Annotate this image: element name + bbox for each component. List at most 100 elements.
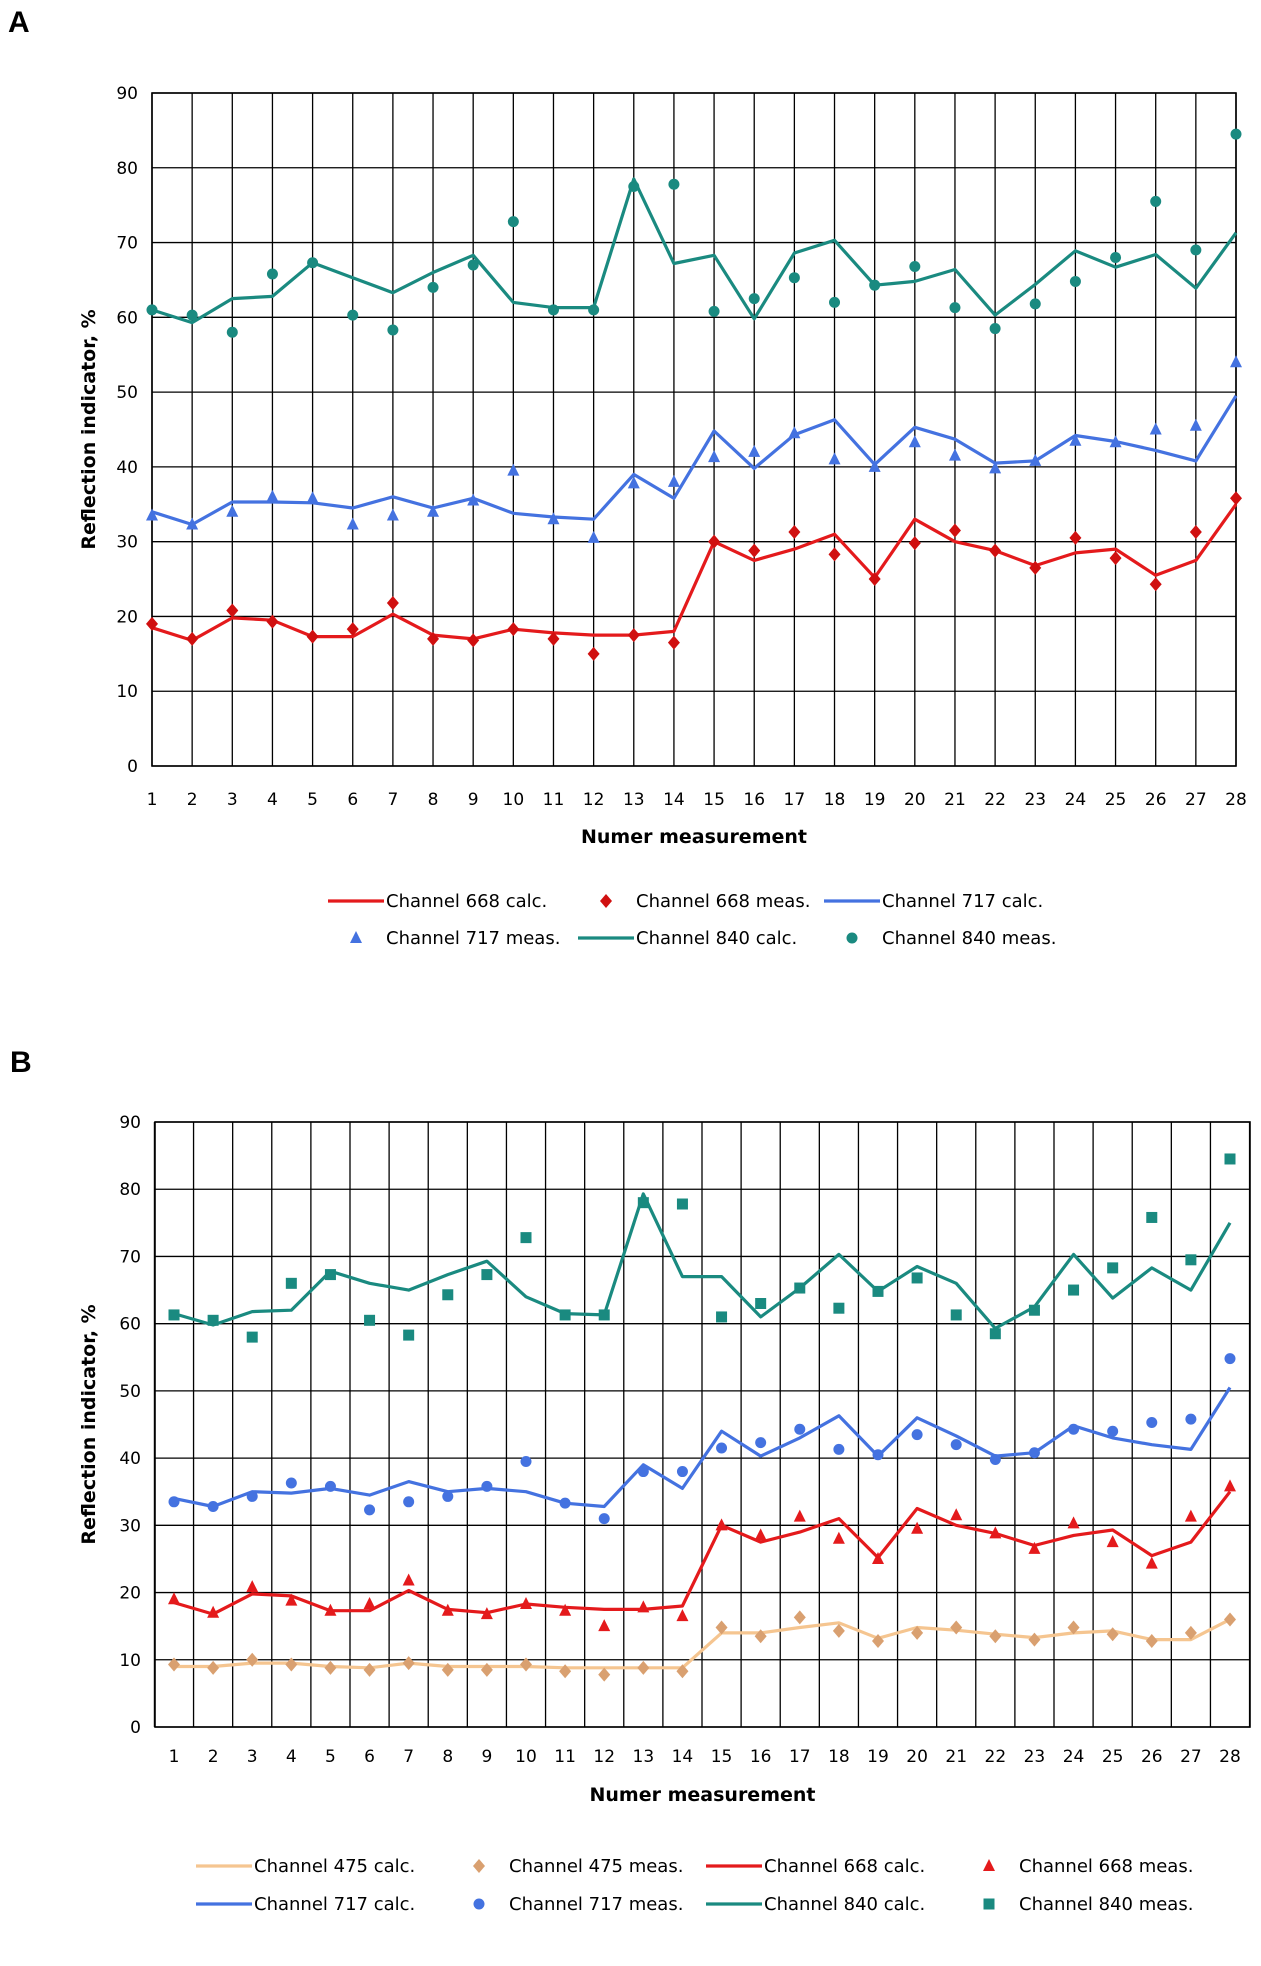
chart-a-legend-swatch-marker	[846, 932, 858, 944]
chart-b-series-3-point	[1106, 1535, 1119, 1548]
chart-a-series-1-point	[306, 629, 319, 644]
chart-a-series-3-point	[346, 517, 359, 530]
chart-b-series-5-point	[911, 1429, 923, 1441]
chart-b-series-3-point	[480, 1607, 493, 1620]
chart-b-series-1-point	[441, 1662, 454, 1677]
chart-b-xtick-label: 28	[1219, 1747, 1241, 1767]
chart-b-series-5-point	[285, 1477, 297, 1489]
chart-b-series-7-point	[1224, 1153, 1236, 1165]
chart-b-series-5-point	[598, 1513, 610, 1525]
chart-a-legend-item: Channel 840 meas.	[846, 928, 1056, 949]
chart-b-series-5-point	[794, 1423, 806, 1435]
chart-a-xtick-label: 21	[944, 790, 966, 810]
chart-b-series-7-point	[481, 1269, 493, 1281]
chart-b-ytick-label: 80	[119, 1180, 141, 1200]
chart-b-series-3-point	[676, 1609, 689, 1622]
chart-b-series-1-point	[207, 1660, 220, 1675]
chart-a-ytick-label: 60	[116, 308, 138, 328]
chart-b-series-7-point	[716, 1311, 728, 1323]
chart-a-series-1-point	[547, 631, 560, 646]
chart-b-legend-label: Channel 840 meas.	[1019, 1894, 1193, 1915]
chart-b-series-line-4	[173, 1386, 1232, 1509]
chart-a-series-3-point	[868, 459, 881, 472]
chart-b-series-1-point	[715, 1620, 728, 1635]
chart-a-legend-item: Channel 717 meas.	[350, 928, 560, 949]
chart-b-xtick-label: 26	[1141, 1747, 1163, 1767]
chart-b-series-3-point	[793, 1509, 806, 1522]
chart-a-series-5-point	[869, 279, 881, 291]
chart-a-legend-label: Channel 717 calc.	[882, 891, 1043, 912]
chart-a-series-3-point	[627, 476, 640, 489]
chart-a-xtick-label: 12	[583, 790, 605, 810]
chart-b-legend-label: Channel 717 meas.	[509, 1894, 683, 1915]
chart-b-series-7-point	[637, 1197, 649, 1209]
chart-b-xtick-label: 25	[1102, 1747, 1124, 1767]
chart-b-series-line-2	[173, 1490, 1232, 1616]
chart-a-xtick-label: 25	[1105, 790, 1127, 810]
chart-b-xtick-label: 3	[247, 1747, 258, 1767]
chart-a-series-5-point	[186, 309, 198, 321]
chart-a-x-axis-title: Numer measurement	[581, 826, 807, 848]
chart-b-series-3-point	[1067, 1516, 1080, 1529]
chart-a-xtick-label: 22	[984, 790, 1006, 810]
chart-a-series-1-point	[1149, 577, 1162, 592]
chart-a-series-1-point	[266, 614, 279, 629]
chart-a-series-1-point	[708, 534, 721, 549]
chart-a-series-1-point	[1069, 530, 1082, 545]
chart-b-series-7-point	[559, 1309, 571, 1321]
chart-a-xtick-label: 23	[1024, 790, 1046, 810]
chart-a-series-3-point	[507, 463, 520, 476]
chart-b-series-1-point	[950, 1620, 963, 1635]
chart-a-xtick-label: 17	[784, 790, 806, 810]
chart-b-series-7-point	[207, 1314, 219, 1326]
chart-a-series-1-point	[386, 595, 399, 610]
panel-label-b: B	[10, 1046, 32, 1079]
chart-b-legend-label: Channel 668 calc.	[764, 1856, 925, 1877]
chart-b-series-5-point	[207, 1501, 219, 1513]
chart-a-series-5-point	[307, 257, 319, 269]
chart-b-series-7-point	[1028, 1304, 1040, 1316]
chart-a-xtick-label: 6	[347, 790, 358, 810]
chart-b-xtick-label: 2	[208, 1747, 219, 1767]
chart-a-ytick-label: 70	[116, 234, 138, 254]
chart-a-legend-label: Channel 840 meas.	[882, 928, 1056, 949]
chart-a-series-5-point	[748, 293, 760, 305]
chart-b-series-1-point	[1028, 1632, 1041, 1647]
chart-b-legend-label: Channel 475 calc.	[254, 1856, 415, 1877]
chart-b-series-1-point	[676, 1664, 689, 1679]
chart-b-legend-item: Channel 840 meas.	[983, 1894, 1193, 1915]
chart-b-series-1-point	[637, 1660, 650, 1675]
chart-a-series-1-point	[467, 633, 480, 648]
chart-b-legend-swatch-marker	[983, 1898, 995, 1910]
chart-b-series-5-point	[950, 1439, 962, 1451]
chart-b-series-3-point	[168, 1592, 180, 1605]
chart-a-series-1-point	[788, 524, 801, 539]
chart-b-series-3-point	[363, 1596, 376, 1609]
chart-b-ytick-label: 60	[119, 1315, 141, 1335]
chart-a-series-3-point	[186, 517, 199, 530]
chart-a-series-5-point	[989, 323, 1001, 335]
chart-b-series-1-point	[1067, 1620, 1080, 1635]
chart-b-series-1-point	[793, 1610, 806, 1625]
chart-b-xtick-label: 9	[481, 1747, 492, 1767]
chart-a-series-5-point	[387, 324, 399, 336]
chart-a-series-5-point	[507, 216, 519, 228]
chart-b-xtick-label: 24	[1063, 1747, 1085, 1767]
chart-b-ytick-label: 50	[119, 1382, 141, 1402]
chart-a-series-3-point	[587, 530, 600, 543]
chart-a-legend-item: Channel 717 calc.	[824, 891, 1043, 912]
chart-b-legend-label: Channel 668 meas.	[1019, 1856, 1193, 1877]
chart-b-legend-item: Channel 668 calc.	[706, 1856, 925, 1877]
chart-b-series-3-point	[1184, 1509, 1197, 1522]
chart-b-series-7-point	[324, 1269, 336, 1281]
chart-b-series-3-point	[441, 1603, 454, 1616]
chart-b-series-3-point	[402, 1573, 415, 1586]
chart-b-series-5-point	[442, 1490, 454, 1502]
chart-b-series-3-point	[715, 1518, 728, 1531]
chart-b-series-1-point	[324, 1660, 337, 1675]
chart-b-series-1-point	[872, 1633, 884, 1648]
chart-a-series-5-point	[949, 302, 961, 314]
chart-b-series-line-0	[174, 1617, 1231, 1670]
chart-b-legend-swatch-marker	[473, 1898, 485, 1910]
